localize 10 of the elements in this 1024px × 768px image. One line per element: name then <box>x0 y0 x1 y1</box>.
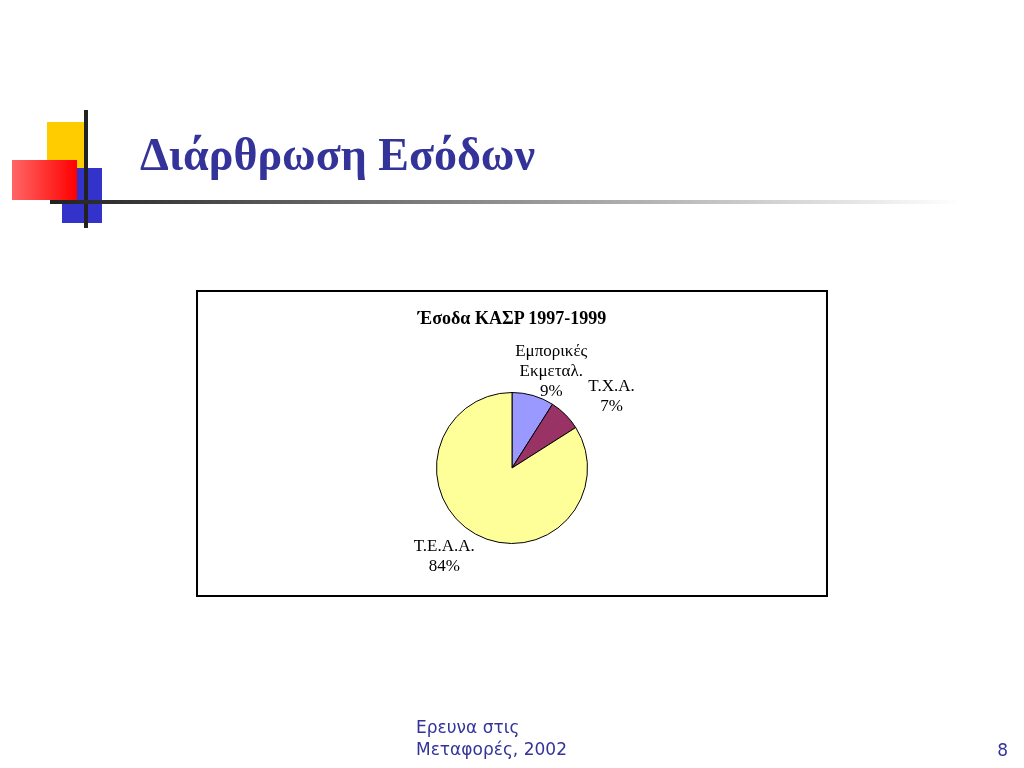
text: 8 <box>997 740 1008 760</box>
slice-label: Τ.Ε.Α.Α. <box>413 535 475 555</box>
slice-label: Τ.Χ.Α. <box>588 376 635 396</box>
chart-title: Διάρθρωση Εσόδων <box>140 128 536 181</box>
data-label: 7% <box>600 396 623 416</box>
data-label: 9% <box>539 380 563 400</box>
slice-label: Εμπορικές Εκμεταλ. <box>515 340 588 380</box>
chart-subtitle: Έσοδα ΚΑΣΡ 1997-1999 <box>416 308 608 329</box>
data-label: 84% <box>428 555 460 575</box>
text: Ερευνα στις Μεταφορές, 2002 <box>416 716 568 760</box>
